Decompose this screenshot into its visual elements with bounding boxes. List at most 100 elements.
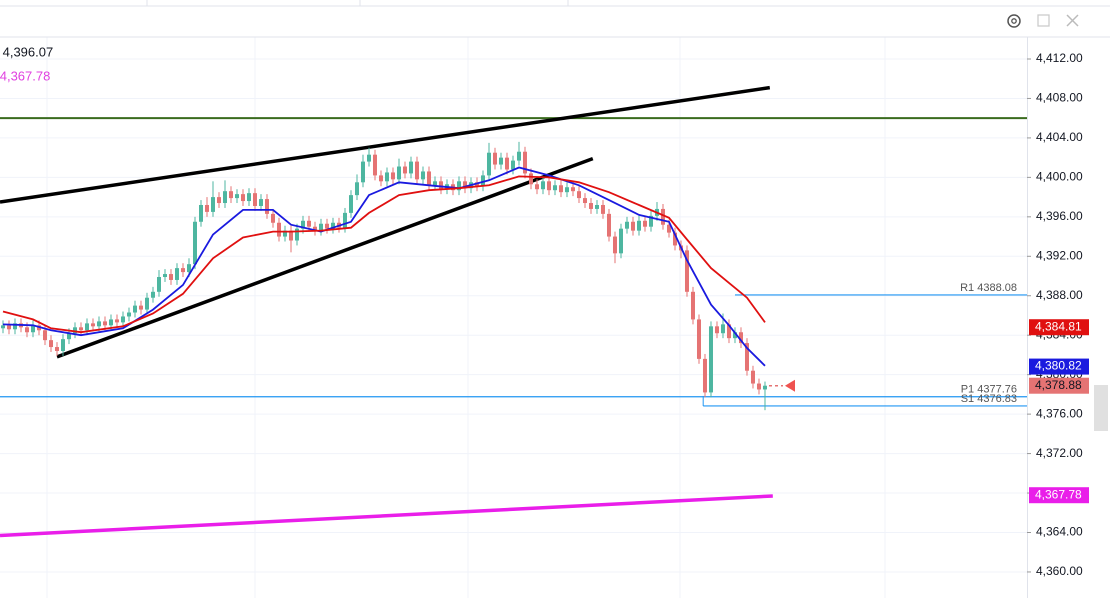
- price-tag: [1029, 319, 1089, 336]
- candle-body: [750, 370, 755, 384]
- ma-line: [2, 175, 766, 334]
- candle-body: [630, 221, 635, 231]
- candle-body: [192, 221, 197, 265]
- candle-body: [60, 339, 65, 351]
- candle-body: [30, 325, 35, 333]
- price-tag-label: 4,384.81: [1035, 319, 1082, 333]
- candle-body: [276, 222, 281, 237]
- candle-body: [108, 319, 113, 326]
- candle-body: [540, 181, 545, 190]
- candle-body: [168, 274, 173, 280]
- pivot-label: S1 4376.83: [961, 393, 1017, 405]
- candle-body: [258, 199, 263, 206]
- candle-body: [588, 203, 593, 209]
- trend-line: [0, 85, 771, 204]
- candle-body: [552, 185, 557, 191]
- y-tick-label: 4,408.00: [1036, 91, 1083, 105]
- candle-body: [624, 221, 629, 229]
- candle-body: [174, 268, 179, 280]
- candle-body: [96, 321, 101, 327]
- candle-body: [462, 181, 467, 189]
- price-tag: [1029, 377, 1089, 394]
- candle-body: [480, 175, 485, 187]
- candle-body: [510, 160, 515, 170]
- candle-body: [726, 324, 731, 339]
- candle-body: [186, 264, 191, 273]
- candle-body: [702, 358, 707, 393]
- candle-body: [180, 268, 185, 273]
- candle-body: [342, 212, 347, 228]
- candle-body: [612, 236, 617, 254]
- pivot-label: R1 4388.08: [960, 282, 1017, 294]
- candle-body: [306, 220, 311, 227]
- price-tag-label: 4,367.78: [1035, 487, 1082, 501]
- candle-body: [636, 220, 641, 231]
- last-price-arrow: [784, 379, 795, 392]
- candle-body: [210, 197, 215, 212]
- y-tick-label: 4,396.00: [1036, 209, 1083, 223]
- candle-body: [738, 332, 743, 344]
- candle-body: [264, 199, 269, 214]
- candle-body: [666, 224, 671, 233]
- candle-body: [660, 208, 665, 225]
- y-tick-label: 4,376.00: [1036, 406, 1083, 420]
- candle-body: [294, 228, 299, 241]
- candle-body: [228, 191, 233, 199]
- price-tag-label: 4,380.82: [1035, 359, 1082, 373]
- candle-body: [204, 204, 209, 212]
- candle-body: [756, 383, 761, 390]
- y-tick-label: 4,364.00: [1036, 525, 1083, 539]
- pivot-label: P1 4377.76: [961, 384, 1017, 396]
- gear: [1007, 14, 1021, 28]
- y-tick-label: 4,360.00: [1036, 564, 1083, 578]
- price-tag-label: 4,378.88: [1035, 378, 1082, 392]
- gear-hub: [1011, 18, 1017, 24]
- candle-body: [102, 321, 107, 326]
- y-tick-label: 4,392.00: [1036, 248, 1083, 262]
- maximize-icon[interactable]: [1037, 14, 1050, 27]
- candle-body: [348, 195, 353, 213]
- candle-body: [48, 340, 53, 348]
- candle-body: [90, 323, 95, 327]
- candle-body: [12, 323, 17, 330]
- candle-body: [72, 327, 77, 334]
- candle-body: [288, 230, 293, 241]
- candle-body: [498, 157, 503, 165]
- candle-body: [564, 187, 569, 193]
- candle-body: [744, 343, 749, 371]
- candle-body: [408, 161, 413, 174]
- scrollbar[interactable]: [1094, 385, 1108, 431]
- candle-body: [486, 152, 491, 176]
- candle-body: [0, 325, 5, 329]
- candle-body: [384, 172, 389, 182]
- candle-body: [402, 166, 407, 174]
- y-tick-label: 4,404.00: [1036, 130, 1083, 144]
- candle-body: [606, 213, 611, 237]
- candle-body: [432, 181, 437, 186]
- price-tag: [1029, 358, 1089, 375]
- candle-body: [714, 326, 719, 334]
- settings-icon[interactable]: [1007, 14, 1021, 28]
- candle-body: [600, 204, 605, 214]
- candle-body: [732, 332, 737, 339]
- candle-body: [246, 193, 251, 202]
- candle-body: [318, 223, 323, 231]
- candle-body: [456, 181, 461, 191]
- candle-body: [672, 232, 677, 246]
- y-tick-label: 4,400.00: [1036, 170, 1083, 184]
- trend-line: [0, 494, 773, 538]
- candle-body: [216, 197, 221, 204]
- candle-body: [570, 187, 575, 192]
- candle-body: [420, 171, 425, 180]
- candle-body: [144, 297, 149, 310]
- candle-body: [132, 305, 137, 313]
- candle-body: [84, 323, 89, 331]
- candle-body: [24, 327, 29, 333]
- candle-body: [6, 325, 11, 330]
- close-icon[interactable]: [1066, 14, 1079, 27]
- candle-body: [696, 319, 701, 359]
- candle-body: [324, 223, 329, 229]
